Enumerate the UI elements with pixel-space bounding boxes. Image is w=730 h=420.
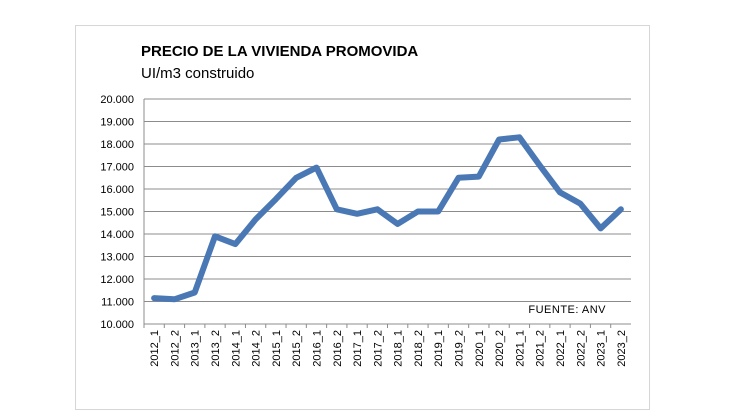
x-tick-label: 2014_1 (230, 330, 242, 367)
y-tick-label: 19.000 (100, 117, 134, 129)
x-tick-label: 2021_1 (514, 330, 526, 367)
grid-lines (143, 98, 631, 325)
data-point (152, 296, 157, 301)
y-tick-label: 17.000 (100, 162, 134, 174)
data-point (436, 209, 441, 214)
data-point (497, 137, 502, 142)
chart-subtitle: UI/m3 construido (141, 65, 254, 82)
x-tick-label: 2022_2 (575, 330, 587, 367)
x-tick-label: 2018_2 (413, 330, 425, 367)
x-tick-label: 2013_1 (190, 330, 202, 367)
data-point (618, 207, 623, 212)
data-point (253, 217, 258, 222)
data-point (598, 226, 603, 231)
data-point (334, 207, 339, 212)
data-point (233, 242, 238, 247)
series-line (151, 134, 624, 303)
data-point (213, 234, 218, 239)
y-tick-label: 14.000 (100, 229, 134, 241)
data-point (476, 174, 481, 179)
y-tick-label: 12.000 (100, 274, 134, 286)
x-tick-label: 2020_1 (474, 330, 486, 367)
x-tick-label: 2015_2 (291, 330, 303, 367)
data-point (192, 290, 197, 295)
x-axis-ticks: 2012_1 2012_2 2013_1 2013_2 2014_1 2014_2 2015… (143, 324, 628, 367)
data-point (314, 165, 319, 170)
data-point (172, 297, 177, 302)
y-tick-label: 10.000 (100, 319, 134, 331)
y-tick-label: 16.000 (100, 184, 134, 196)
x-tick-label: 2019_1 (433, 330, 445, 367)
x-tick-label: 2012_2 (169, 330, 181, 367)
data-point (273, 197, 278, 202)
x-tick-label: 2022_1 (555, 330, 567, 367)
series-layer (151, 134, 624, 303)
x-tick-label: 2023_2 (616, 330, 628, 367)
y-tick-label: 15.000 (100, 207, 134, 219)
x-tick-label: 2015_1 (271, 330, 283, 367)
line-chart: PRECIO DE LA VIVIENDA PROMOVIDA UI/m3 co… (100, 43, 631, 367)
data-point (456, 175, 461, 180)
x-tick-label: 2018_1 (393, 330, 405, 367)
x-tick-label: 2021_2 (535, 330, 547, 367)
x-tick-label: 2016_2 (332, 330, 344, 367)
chart-frame: PRECIO DE LA VIVIENDA PROMOVIDA UI/m3 co… (75, 25, 650, 410)
x-tick-label: 2016_1 (311, 330, 323, 367)
data-point (395, 221, 400, 226)
data-point (294, 175, 299, 180)
data-point (375, 207, 380, 212)
x-tick-label: 2014_2 (251, 330, 263, 367)
data-point (557, 190, 562, 195)
x-tick-label: 2023_1 (596, 330, 608, 367)
data-point (355, 211, 360, 216)
x-tick-label: 2020_2 (494, 330, 506, 367)
y-tick-label: 20.000 (100, 94, 134, 106)
x-tick-label: 2013_2 (210, 330, 222, 367)
data-point (578, 201, 583, 206)
y-tick-label: 11.000 (101, 297, 134, 309)
source-label: FUENTE: ANV (528, 304, 606, 316)
x-tick-label: 2019_2 (454, 330, 466, 367)
x-tick-label: 2012_1 (149, 330, 161, 367)
chart-title: PRECIO DE LA VIVIENDA PROMOVIDA (141, 43, 418, 60)
data-point (415, 209, 420, 214)
data-point (537, 163, 542, 168)
y-tick-label: 18.000 (100, 139, 134, 151)
y-axis-ticks: 10.000 11.000 12.000 13.000 14.000 15.000 16.0… (100, 94, 134, 331)
x-tick-label: 2017_1 (352, 330, 364, 367)
y-tick-label: 13.000 (100, 252, 134, 264)
data-point (517, 135, 522, 140)
x-tick-label: 2017_2 (372, 330, 384, 367)
